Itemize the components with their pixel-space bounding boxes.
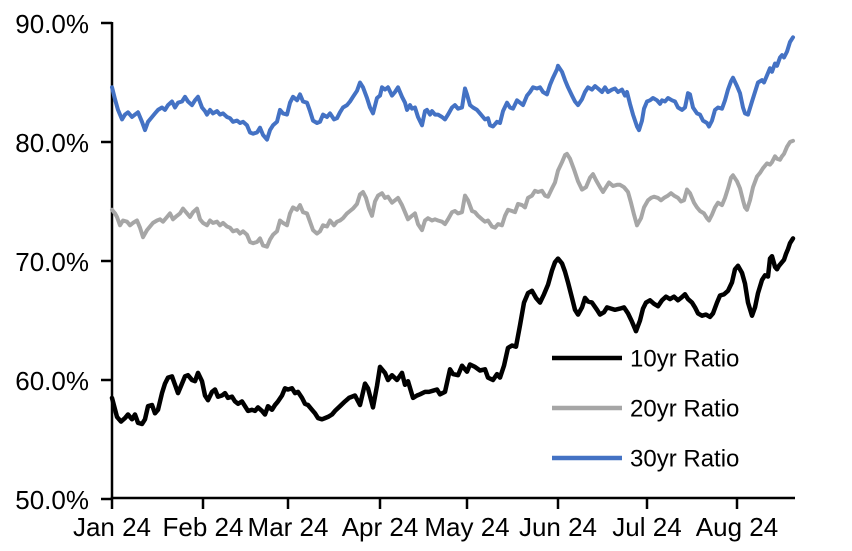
- legend-label: 20yr Ratio: [630, 396, 739, 423]
- x-tick-label: Jul 24: [612, 512, 681, 542]
- data-series-lines: [109, 35, 796, 427]
- y-tick-label: 60.0%: [15, 366, 89, 396]
- y-tick-label: 50.0%: [15, 485, 89, 515]
- legend-label: 30yr Ratio: [630, 446, 739, 473]
- axes: [101, 21, 795, 509]
- x-tick-label: May 24: [424, 512, 509, 542]
- legend-entry-20yr: 20yr Ratio: [552, 396, 739, 423]
- x-tick-label: Apr 24: [342, 512, 419, 542]
- legend-entry-30yr: 30yr Ratio: [552, 446, 739, 473]
- x-tick-label: Jan 24: [73, 512, 151, 542]
- x-tick-label: Jun 24: [519, 512, 597, 542]
- x-tick-label: Feb 24: [163, 512, 244, 542]
- x-tick-label: Aug 24: [696, 512, 778, 542]
- x-axis-tick-labels: Jan 24 Feb 24 Mar 24 Apr 24 May 24 Jun 24 Jul …: [73, 512, 778, 542]
- y-tick-label: 70.0%: [15, 247, 89, 277]
- series-line-10yr: [109, 236, 796, 427]
- series-line-20yr: [110, 138, 795, 249]
- legend-label: 10yr Ratio: [630, 346, 739, 373]
- x-tick-label: Mar 24: [248, 512, 329, 542]
- y-tick-label: 80.0%: [15, 128, 89, 158]
- chart-legend: 10yr Ratio 20yr Ratio 30yr Ratio: [552, 346, 739, 473]
- y-axis-tick-labels: 90.0% 80.0% 70.0% 60.0% 50.0%: [15, 9, 89, 515]
- y-tick-label: 90.0%: [15, 9, 89, 39]
- legend-entry-10yr: 10yr Ratio: [552, 346, 739, 373]
- series-line-30yr: [110, 35, 795, 142]
